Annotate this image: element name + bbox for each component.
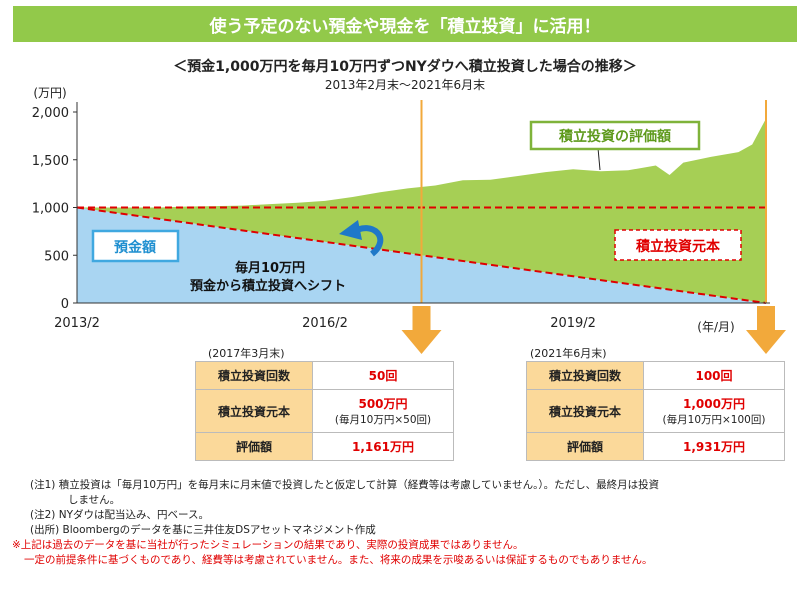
down-arrow-icon-1 [746,330,786,354]
row-value: 500万円 [358,397,408,411]
principal-legend-box [614,229,742,261]
table-row: 積立投資回数 100回 [526,361,785,390]
row-value-cell: 500万円 (毎月10万円×50回) [312,389,454,433]
row-label: 積立投資回数 [195,361,313,390]
row-label: 積立投資回数 [526,361,644,390]
row-label: 評価額 [195,432,313,461]
row-value: 1,161万円 [312,432,454,461]
table-row: 積立投資元本 1,000万円 (毎月10万円×100回) [526,389,785,433]
y-tick-label: 0 [61,297,69,312]
note-source: (出所) Bloombergのデータを基に三井住友DSアセットマネジメント作成 [30,524,376,536]
disclaimer-2: 一定の前提条件に基づくものであり、経費等は考慮されていません。また、将来の成果を… [24,554,653,566]
x-tick-label: 2013/2 [54,316,100,331]
summary-table-2017: 積立投資回数 50回 積立投資元本 500万円 (毎月10万円×50回) 評価額 1,1… [195,361,454,461]
row-value: 100回 [643,361,785,390]
deposit-legend-label: 預金額 [114,239,156,256]
valuation-legend-label: 積立投資の評価額 [558,128,671,145]
valuation-leader-line [597,147,601,171]
chart-title: ＜預金1,000万円を毎月10万円ずつNYダウへ積立投資した場合の推移＞ [173,59,637,75]
row-value-cell: 1,000万円 (毎月10万円×100回) [643,389,785,433]
valuation-legend-box [529,120,701,151]
table-date-2017: (2017年3月末) [208,347,285,360]
y-tick-label: 2,000 [32,106,69,121]
row-sub: (毎月10万円×50回) [334,414,432,426]
chart-area: 0 500 1,000 1,500 2,000 (万円) 2013/2 2016/2 2019/… [32,86,786,354]
y-tick-label: 1,500 [32,154,69,169]
table-row: 評価額 1,931万円 [526,432,785,461]
x-tick-label: 2019/2 [550,316,596,331]
annotation-line-2: 預金から積立投資へシフト [190,278,346,294]
down-arrow-icon-0 [401,330,442,354]
row-sub: (毎月10万円×100回) [662,414,766,426]
row-value: 1,931万円 [643,432,785,461]
table-row: 積立投資元本 500万円 (毎月10万円×50回) [195,389,454,433]
principal-legend-label: 積立投資元本 [635,238,721,255]
x-axis-unit: (年/月) [697,320,734,334]
x-tick-label: 2016/2 [302,316,348,331]
chart-subtitle: 2013年2月末～2021年6月末 [324,78,486,92]
y-tick-label: 1,000 [32,202,69,217]
note-2: (注2) NYダウは配当込み、円ベース。 [30,509,209,521]
note-1-cont: しません。 [68,494,121,506]
y-tick-label: 500 [44,249,69,264]
footnotes: (注1) 積立投資は「毎月10万円」を毎月末に月末値で投資したと仮定して計算（経… [12,478,790,568]
shift-arrow-icon [339,220,362,240]
summary-table-2021: 積立投資回数 100回 積立投資元本 1,000万円 (毎月10万円×100回) 評価… [526,361,785,461]
table-date-2021: (2021年6月末) [530,347,607,360]
row-label: 積立投資元本 [526,389,644,433]
annotation-line-1: 毎月10万円 [235,260,305,276]
row-label: 積立投資元本 [195,389,313,433]
note-1: (注1) 積立投資は「毎月10万円」を毎月末に月末値で投資したと仮定して計算（経… [30,479,660,491]
table-row: 積立投資回数 50回 [195,361,454,390]
disclaimer-1: ※上記は過去のデータを基に当社が行ったシミュレーションの結果であり、実際の投資成… [12,539,524,551]
down-arrow-shaft-1 [757,306,775,332]
row-value: 50回 [312,361,454,390]
y-axis-unit: (万円) [33,86,66,100]
row-label: 評価額 [526,432,644,461]
headline-banner: 使う予定のない預金や現金を「積立投資」に活用！ [13,6,797,42]
deposit-legend-box [91,229,180,263]
row-value: 1,000万円 [683,397,745,411]
table-row: 評価額 1,161万円 [195,432,454,461]
down-arrow-shaft-0 [412,306,431,332]
